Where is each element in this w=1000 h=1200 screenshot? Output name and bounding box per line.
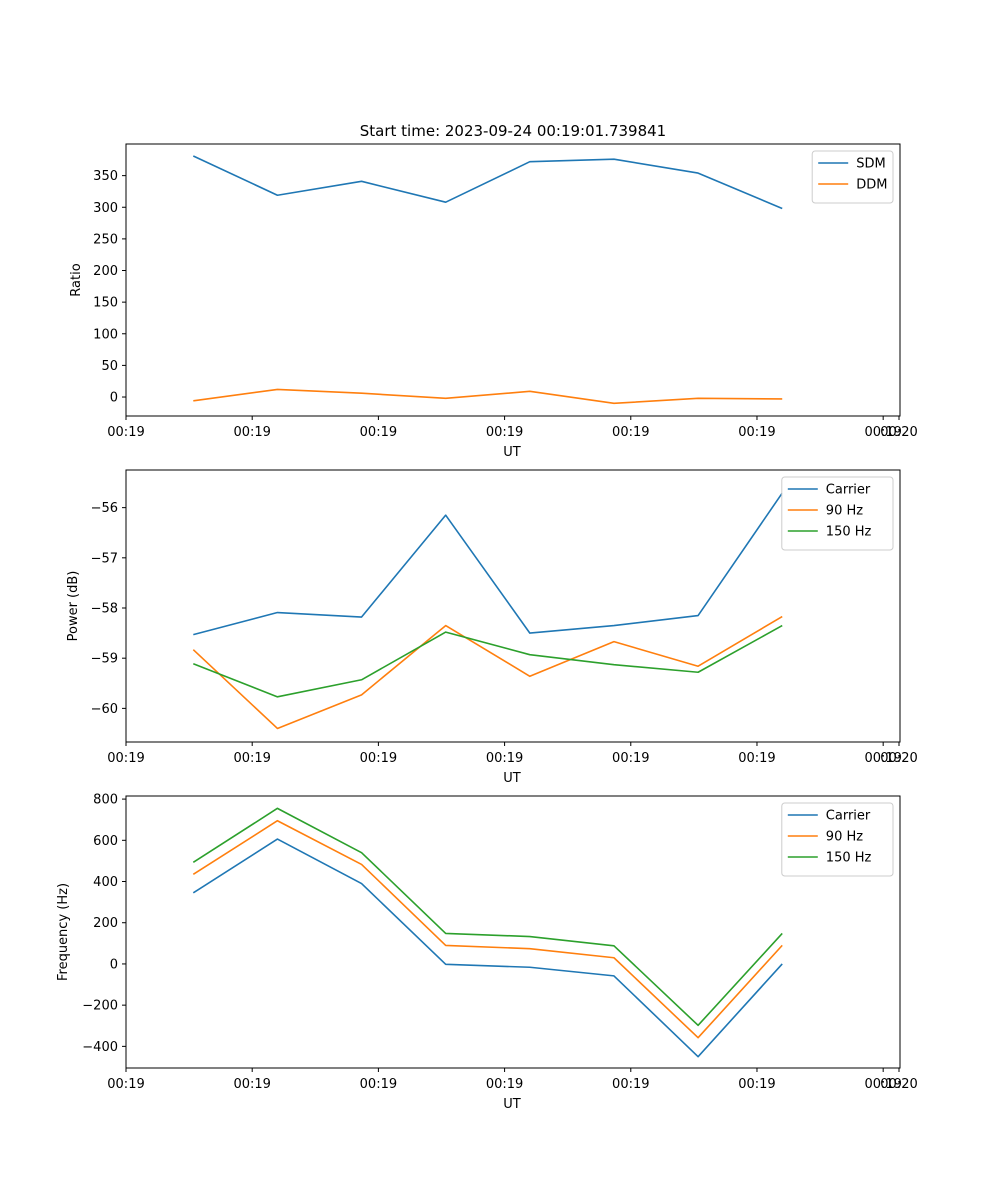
y-tick-label: −56 xyxy=(91,501,118,516)
legend-label: Carrier xyxy=(826,809,871,824)
x-tick-label: 00:19 xyxy=(107,1077,144,1092)
y-tick-label: −200 xyxy=(82,999,118,1014)
y-tick-label: −400 xyxy=(82,1040,118,1055)
x-tick-label: 00:19 xyxy=(738,1077,775,1092)
series-line-150-hz xyxy=(193,624,783,698)
x-tick-label: 00:20 xyxy=(880,425,917,440)
series-line-sdm xyxy=(192,155,783,210)
x-tick-label: 00:19 xyxy=(360,1077,397,1092)
y-tick-label: 250 xyxy=(93,232,118,247)
y-tick-label: −60 xyxy=(91,702,118,717)
y-tick-label: 0 xyxy=(110,391,118,406)
x-tick-label: 00:19 xyxy=(864,751,901,766)
x-tick-label: 00:19 xyxy=(864,425,901,440)
y-axis-label-ratio: Ratio xyxy=(69,263,84,296)
y-tick-label: 150 xyxy=(93,296,118,311)
x-axis-label-ut: UT xyxy=(503,445,521,460)
x-tick-label: 00:19 xyxy=(486,751,523,766)
y-axis-label-frequency: Frequency (Hz) xyxy=(56,883,71,981)
legend-label: 90 Hz xyxy=(826,830,863,845)
legend-label: DDM xyxy=(856,178,887,193)
series-line-carrier xyxy=(192,838,783,1058)
x-tick-label: 00:20 xyxy=(880,1077,917,1092)
y-tick-label: 0 xyxy=(110,957,118,972)
y-tick-label: 800 xyxy=(93,793,118,808)
x-tick-label: 00:19 xyxy=(612,751,649,766)
y-tick-label: 200 xyxy=(93,264,118,279)
legend-label: 150 Hz xyxy=(826,851,872,866)
y-tick-label: 600 xyxy=(93,834,118,849)
y-tick-label: 50 xyxy=(101,359,118,374)
x-axis-label-ut: UT xyxy=(503,771,521,786)
y-tick-label: 300 xyxy=(93,201,118,216)
x-tick-label: 00:19 xyxy=(360,751,397,766)
legend-label: SDM xyxy=(856,157,885,172)
x-tick-label: 00:19 xyxy=(612,1077,649,1092)
legend xyxy=(811,150,894,204)
x-tick-label: 00:19 xyxy=(107,425,144,440)
x-axis-label-ut: UT xyxy=(503,1097,521,1112)
series-line-90-hz xyxy=(192,615,783,730)
x-tick-label: 00:19 xyxy=(612,425,649,440)
x-tick-label: 00:19 xyxy=(486,1077,523,1092)
y-tick-label: 200 xyxy=(93,916,118,931)
plot-frame xyxy=(125,469,901,743)
x-tick-label: 00:19 xyxy=(738,425,775,440)
series-line-carrier xyxy=(193,492,783,636)
frequency-panel: Frequency (Hz) UT −400 −200 0 200 400 600 800 0… xyxy=(56,793,918,1112)
x-tick-label: 00:20 xyxy=(880,751,917,766)
legend-label: Carrier xyxy=(826,483,871,498)
x-tick-label: 00:19 xyxy=(107,751,144,766)
y-tick-label: −58 xyxy=(91,602,118,617)
plot-frame xyxy=(125,795,901,1069)
x-tick-label: 00:19 xyxy=(233,1077,270,1092)
x-tick-label: 00:19 xyxy=(738,751,775,766)
series-line-ddm xyxy=(193,388,783,405)
y-tick-label: 350 xyxy=(93,169,118,184)
legend-label: 90 Hz xyxy=(826,504,863,519)
ratio-panel: Start time: 2023-09-24 00:19:01.739841 R… xyxy=(69,122,918,460)
x-tick-label: 00:19 xyxy=(864,1077,901,1092)
x-tick-label: 00:19 xyxy=(233,425,270,440)
y-tick-label: −57 xyxy=(91,551,118,566)
y-tick-label: 100 xyxy=(93,327,118,342)
series-line-150-hz xyxy=(192,807,783,1027)
plot-frame xyxy=(125,143,901,417)
x-tick-label: 00:19 xyxy=(233,751,270,766)
y-axis-label-power: Power (dB) xyxy=(66,571,81,642)
series-line-90-hz xyxy=(192,819,783,1039)
legend-label: 150 Hz xyxy=(826,525,872,540)
y-tick-label: 400 xyxy=(93,875,118,890)
x-tick-label: 00:19 xyxy=(360,425,397,440)
chart-title: Start time: 2023-09-24 00:19:01.739841 xyxy=(360,122,666,140)
y-tick-label: −59 xyxy=(91,652,118,667)
x-tick-label: 00:19 xyxy=(486,425,523,440)
